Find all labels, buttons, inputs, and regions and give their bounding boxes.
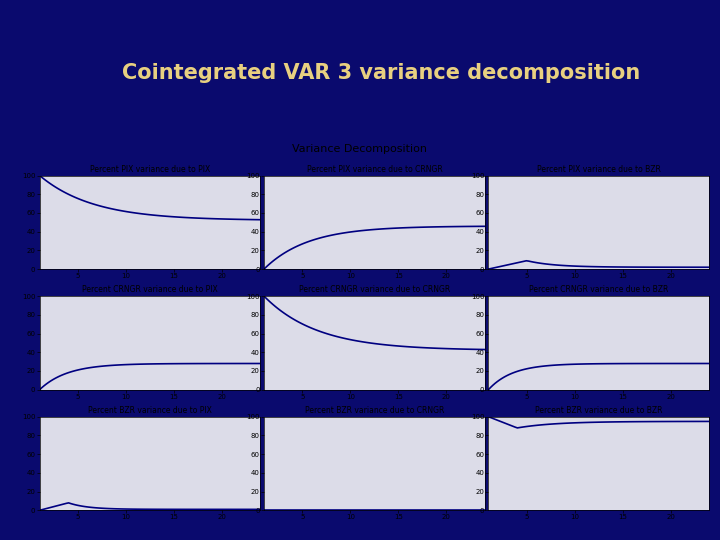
Text: Percent CRNGR variance due to CRNGR: Percent CRNGR variance due to CRNGR — [299, 286, 450, 294]
Text: Percent CRNGR variance due to PIX: Percent CRNGR variance due to PIX — [82, 286, 218, 294]
Text: Percent BZR variance due to CRNGR: Percent BZR variance due to CRNGR — [305, 406, 444, 415]
Text: Percent PIX variance due to CRNGR: Percent PIX variance due to CRNGR — [307, 165, 442, 174]
Text: Variance Decomposition: Variance Decomposition — [292, 144, 428, 153]
Text: Cointegrated VAR 3 variance decomposition: Cointegrated VAR 3 variance decompositio… — [122, 63, 641, 83]
Text: Percent BZR variance due to BZR: Percent BZR variance due to BZR — [535, 406, 662, 415]
Text: Percent BZR variance due to PIX: Percent BZR variance due to PIX — [88, 406, 212, 415]
Text: Percent CRNGR variance due to BZR: Percent CRNGR variance due to BZR — [529, 286, 668, 294]
Text: Percent PIX variance due to BZR: Percent PIX variance due to BZR — [537, 165, 661, 174]
Text: Percent PIX variance due to PIX: Percent PIX variance due to PIX — [90, 165, 210, 174]
